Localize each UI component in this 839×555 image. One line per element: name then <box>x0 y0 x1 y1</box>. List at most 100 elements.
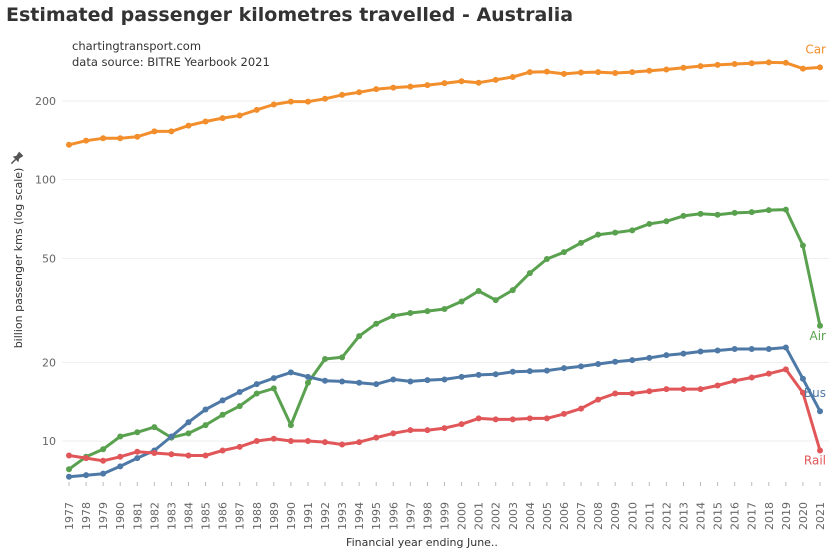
car-point[interactable] <box>441 80 448 87</box>
bus-point[interactable] <box>185 419 192 426</box>
rail-point[interactable] <box>83 455 90 462</box>
car-point[interactable] <box>390 84 397 91</box>
air-point[interactable] <box>543 256 550 263</box>
rail-point[interactable] <box>817 447 823 454</box>
car-point[interactable] <box>134 133 141 140</box>
car-point[interactable] <box>287 98 294 105</box>
rail-point[interactable] <box>117 453 124 460</box>
bus-point[interactable] <box>458 373 465 380</box>
car-point[interactable] <box>646 67 653 74</box>
rail-point[interactable] <box>646 388 653 395</box>
air-point[interactable] <box>134 429 141 436</box>
car-point[interactable] <box>236 112 243 119</box>
bus-point[interactable] <box>731 345 738 352</box>
air-point[interactable] <box>612 229 619 236</box>
rail-point[interactable] <box>458 421 465 428</box>
rail-point[interactable] <box>66 452 72 459</box>
car-point[interactable] <box>731 61 738 68</box>
rail-point[interactable] <box>663 386 670 393</box>
rail-point[interactable] <box>356 439 363 446</box>
air-point[interactable] <box>151 424 158 431</box>
bus-point[interactable] <box>680 350 687 357</box>
car-point[interactable] <box>304 98 311 105</box>
car-point[interactable] <box>697 63 704 70</box>
rail-point[interactable] <box>185 452 192 459</box>
car-point[interactable] <box>663 66 670 73</box>
car-point[interactable] <box>543 68 550 75</box>
rail-point[interactable] <box>560 410 567 417</box>
rail-point[interactable] <box>526 415 533 422</box>
car-point[interactable] <box>458 78 465 85</box>
rail-point[interactable] <box>424 427 431 434</box>
rail-point[interactable] <box>475 415 482 422</box>
air-point[interactable] <box>424 308 431 315</box>
air-point[interactable] <box>66 466 72 473</box>
rail-point[interactable] <box>219 447 226 454</box>
air-point[interactable] <box>595 231 602 238</box>
air-point[interactable] <box>287 422 294 429</box>
bus-point[interactable] <box>629 357 636 364</box>
rail-point[interactable] <box>748 374 755 381</box>
rail-point[interactable] <box>782 366 789 373</box>
car-point[interactable] <box>117 135 124 142</box>
rail-point[interactable] <box>236 443 243 450</box>
rail-point[interactable] <box>100 457 107 464</box>
rail-point[interactable] <box>168 451 175 458</box>
air-point[interactable] <box>356 333 363 340</box>
rail-point[interactable] <box>304 438 311 444</box>
rail-point[interactable] <box>697 386 704 393</box>
rail-point[interactable] <box>253 438 260 444</box>
car-point[interactable] <box>799 65 806 72</box>
rail-point[interactable] <box>680 386 687 393</box>
bus-point[interactable] <box>543 367 550 374</box>
car-point[interactable] <box>100 135 107 142</box>
car-point[interactable] <box>680 64 687 71</box>
rail-point[interactable] <box>270 435 277 442</box>
car-point[interactable] <box>765 59 772 66</box>
car-point[interactable] <box>748 60 755 67</box>
bus-point[interactable] <box>117 463 124 470</box>
bus-point[interactable] <box>595 361 602 368</box>
air-point[interactable] <box>236 403 243 410</box>
air-point[interactable] <box>578 239 585 246</box>
rail-point[interactable] <box>407 427 414 434</box>
air-point[interactable] <box>322 355 329 362</box>
bus-point[interactable] <box>134 455 141 462</box>
air-point[interactable] <box>304 379 311 386</box>
bus-point[interactable] <box>526 368 533 375</box>
rail-point[interactable] <box>612 390 619 397</box>
air-point[interactable] <box>100 446 107 453</box>
air-point[interactable] <box>475 287 482 294</box>
rail-point[interactable] <box>543 415 550 422</box>
bus-point[interactable] <box>322 377 329 384</box>
car-point[interactable] <box>782 59 789 66</box>
car-point[interactable] <box>322 95 329 102</box>
bus-point[interactable] <box>817 408 823 415</box>
rail-point[interactable] <box>373 434 380 441</box>
car-point[interactable] <box>356 89 363 96</box>
air-point[interactable] <box>560 249 567 256</box>
bus-point[interactable] <box>339 378 346 385</box>
air-point[interactable] <box>697 210 704 217</box>
car-point[interactable] <box>373 86 380 93</box>
car-point[interactable] <box>219 115 226 122</box>
air-point[interactable] <box>441 305 448 312</box>
air-point[interactable] <box>731 209 738 216</box>
bus-point[interactable] <box>441 376 448 383</box>
bus-point[interactable] <box>748 345 755 352</box>
pin-icon[interactable] <box>9 151 25 167</box>
rail-point[interactable] <box>322 439 329 446</box>
bus-point[interactable] <box>390 376 397 383</box>
bus-point[interactable] <box>270 375 277 382</box>
bus-point[interactable] <box>612 358 619 365</box>
car-point[interactable] <box>202 118 209 125</box>
rail-point[interactable] <box>151 449 158 456</box>
bus-point[interactable] <box>492 371 499 378</box>
bus-point[interactable] <box>219 397 226 404</box>
bus-point[interactable] <box>202 406 209 413</box>
car-point[interactable] <box>83 137 90 144</box>
air-point[interactable] <box>782 206 789 213</box>
car-point[interactable] <box>612 69 619 76</box>
car-point[interactable] <box>168 128 175 135</box>
air-point[interactable] <box>748 209 755 216</box>
